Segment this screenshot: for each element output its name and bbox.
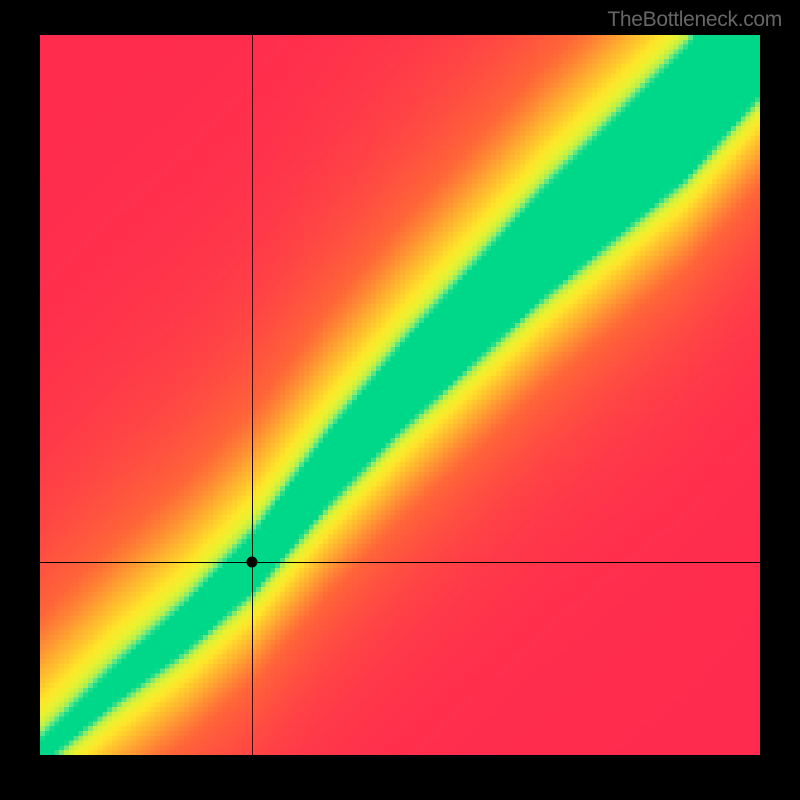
chart-container: TheBottleneck.com xyxy=(0,0,800,800)
crosshair-horizontal xyxy=(40,562,760,563)
crosshair-marker-dot xyxy=(247,557,258,568)
heatmap-canvas xyxy=(40,35,760,755)
crosshair-vertical xyxy=(252,35,253,755)
watermark-text: TheBottleneck.com xyxy=(607,8,782,32)
heatmap-plot-area xyxy=(40,35,760,755)
